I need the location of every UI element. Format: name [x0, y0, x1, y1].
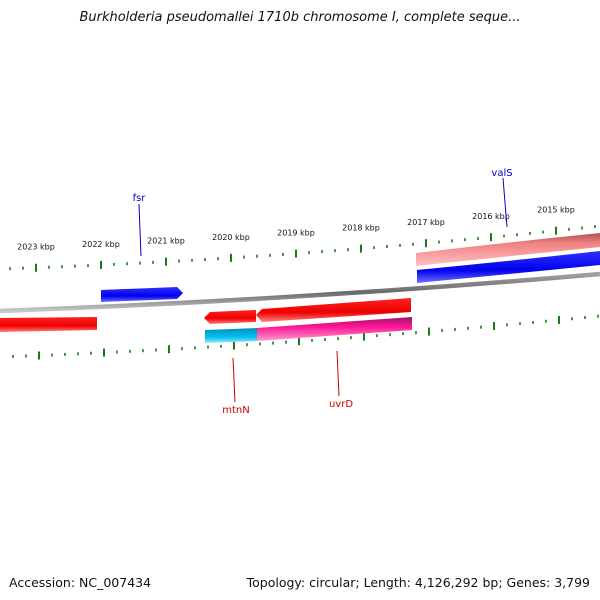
genome-summary-text: Topology: circular; Length: 4,126,292 bp… [246, 575, 590, 590]
gene-mtnn-cyan-band[interactable] [205, 328, 257, 343]
tick-label: 2021 kbp [147, 237, 185, 246]
gene-fsr-arrow[interactable] [101, 287, 183, 302]
gene-label-vals[interactable]: valS [491, 168, 512, 179]
gene-vals-rna-band[interactable] [416, 233, 600, 266]
tick-label: 2015 kbp [537, 206, 575, 215]
tick-label: 2019 kbp [277, 229, 315, 238]
tick-label: 2016 kbp [472, 212, 510, 221]
tick-label: 2023 kbp [17, 243, 55, 252]
tick-label: 2018 kbp [342, 224, 380, 233]
uvrd-leader-line [336, 350, 340, 397]
upper-tick-scale: 2023 kbp 2022 kbp 2021 kbp 2020 kbp 2019 kbp… [9, 206, 596, 272]
map-title: Burkholderia pseudomallei 1710b chromoso… [79, 10, 521, 25]
tick-label: 2017 kbp [407, 218, 445, 227]
tick-label: 2022 kbp [82, 240, 120, 249]
accession-text: Accession: NC_007434 [9, 575, 152, 590]
gene-label-uvrd[interactable]: uvrD [329, 399, 353, 410]
vals-leader-line [502, 177, 508, 228]
gene-label-mtnn[interactable]: mtnN [222, 405, 249, 416]
fsr-leader-line [138, 203, 142, 257]
gene-label-fsr[interactable]: fsr [133, 193, 147, 204]
gene-vals-arrow[interactable] [417, 251, 600, 283]
tick-label: 2020 kbp [212, 233, 250, 242]
gene-uvrd-arrow[interactable] [256, 298, 411, 322]
mtnn-leader-line [232, 357, 236, 403]
gene-left-red-bar[interactable] [0, 317, 97, 332]
chromosome-backbone [0, 271, 600, 314]
gene-mtnn-arrow[interactable] [204, 310, 256, 324]
gene-uvrd-magenta-band[interactable] [257, 317, 412, 341]
lower-tick-scale [12, 314, 599, 360]
